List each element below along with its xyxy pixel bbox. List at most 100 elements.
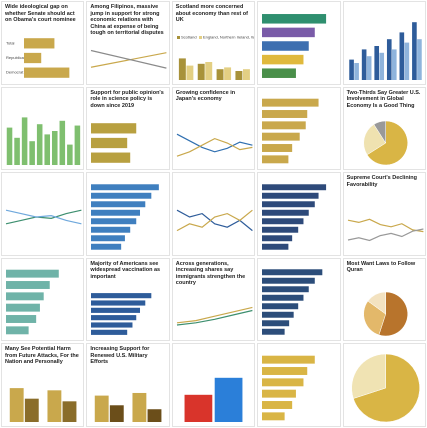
- line: [176, 310, 253, 326]
- tile: Among Filipinos, massive jump in support…: [86, 1, 170, 85]
- tile: [1, 172, 85, 256]
- tile: [257, 343, 341, 427]
- tile: [171, 172, 256, 256]
- bar: [91, 218, 137, 225]
- bar: [21, 117, 28, 166]
- bar: [262, 295, 304, 302]
- tile-title: Many See Potential Harm from Future Atta…: [5, 346, 79, 366]
- chart: [262, 184, 327, 250]
- pie-slice: [351, 353, 386, 399]
- tile: Supreme Court's Declining Favorability: [342, 172, 426, 256]
- chart: [347, 218, 424, 241]
- bar: [67, 144, 73, 166]
- tile: [257, 86, 341, 171]
- tile: Majority of Americans see widespread vac…: [86, 257, 170, 342]
- bar: [366, 55, 372, 80]
- bar: [178, 57, 186, 80]
- tile-title: Among Filipinos, massive jump in support…: [90, 4, 164, 36]
- bar: [91, 322, 133, 328]
- chart: [348, 21, 422, 80]
- tile: [257, 172, 341, 256]
- bar: [147, 409, 162, 422]
- bar: [404, 42, 409, 80]
- bar: [62, 401, 77, 422]
- bar: [6, 292, 44, 301]
- bar: [262, 132, 300, 141]
- bar: [29, 141, 35, 166]
- tile: [342, 1, 426, 85]
- bar: [6, 326, 29, 335]
- chart: Scotland England, Northern Ireland, Wales: [176, 34, 254, 80]
- bar: [262, 389, 297, 398]
- bar: [235, 70, 243, 80]
- tile-title: Growing confidence in Japan's economy: [175, 89, 236, 103]
- bar: [262, 312, 294, 319]
- bar: [262, 13, 327, 24]
- chart: [176, 209, 253, 231]
- bar: [36, 124, 43, 166]
- bar: [91, 293, 152, 299]
- bar: [214, 377, 243, 422]
- tile-title: Scotland more concerned about economy th…: [175, 4, 248, 23]
- chart: [363, 292, 408, 337]
- pie-slice: [367, 292, 386, 315]
- bar: [24, 37, 55, 49]
- bar: [24, 52, 42, 63]
- category-label: Democrat: [6, 69, 24, 74]
- line: [5, 209, 82, 225]
- bar: [59, 120, 66, 166]
- bar: [262, 286, 309, 293]
- bar: [391, 48, 397, 80]
- bar: [386, 38, 392, 80]
- bar: [91, 300, 146, 306]
- chart: [6, 270, 59, 335]
- bar: [262, 68, 297, 78]
- bar: [262, 329, 285, 336]
- bar: [91, 330, 128, 336]
- legend-swatch: [198, 35, 202, 39]
- bar: [51, 131, 58, 166]
- chart: [91, 123, 137, 163]
- bar: [262, 378, 304, 387]
- tile: [171, 343, 256, 427]
- chart: [91, 293, 152, 336]
- bar: [91, 123, 137, 134]
- bar: [216, 68, 224, 80]
- tile-title: Support for public opinion's role in sci…: [90, 89, 164, 109]
- line: [176, 307, 253, 324]
- bar: [186, 65, 194, 80]
- bar: [223, 66, 231, 80]
- bar: [9, 388, 24, 422]
- bar: [24, 67, 70, 78]
- bar: [91, 201, 146, 208]
- bar: [205, 61, 213, 80]
- chart: [176, 133, 253, 157]
- bar: [262, 412, 285, 421]
- tile: [1, 86, 85, 171]
- tile-title: Across generations, increasing shares sa…: [175, 260, 246, 287]
- bar: [262, 401, 293, 409]
- chart: [262, 98, 319, 164]
- tile: Increasing Support for Renewed U.S. Mili…: [86, 343, 170, 427]
- pie-slice: [366, 120, 408, 166]
- tile: Growing confidence in Japan's economy: [171, 86, 256, 171]
- tile: Support for public opinion's role in sci…: [86, 86, 170, 171]
- bar: [74, 125, 81, 166]
- chart: [351, 353, 420, 423]
- tile-title: Two-Thirds Say Greater U.S. Involvement …: [346, 89, 421, 109]
- category-label: Republican: [6, 55, 26, 60]
- bar: [262, 303, 299, 310]
- bar: [91, 315, 137, 321]
- bar: [91, 184, 160, 191]
- bar: [24, 398, 39, 422]
- bar: [91, 138, 128, 149]
- bar: [91, 243, 122, 250]
- bar: [14, 137, 20, 166]
- bar: [399, 31, 404, 80]
- bar: [262, 110, 308, 119]
- tile-title: Wide ideological gap on whether Senate s…: [5, 4, 76, 23]
- line: [176, 138, 253, 157]
- bar: [262, 355, 315, 364]
- bar: [44, 134, 51, 166]
- tile-title: Increasing Support for Renewed U.S. Mili…: [90, 346, 150, 366]
